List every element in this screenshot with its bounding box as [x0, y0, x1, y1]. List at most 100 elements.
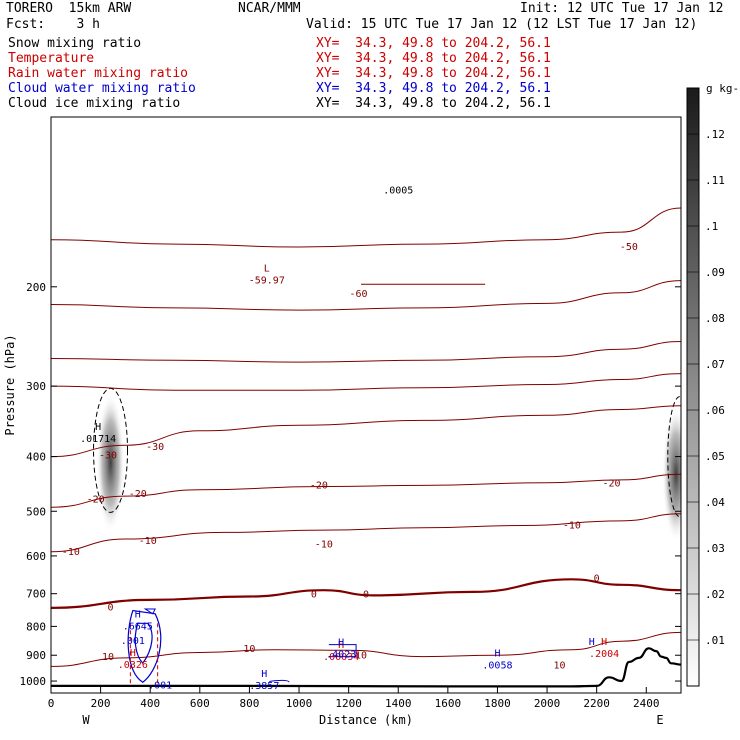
- extremum-type-6: H: [494, 649, 500, 660]
- colorbar-tick-label-2: .03: [705, 542, 725, 555]
- extremum-value-1: .01714: [80, 434, 116, 445]
- y-axis-title: Pressure (hPa): [3, 334, 17, 435]
- temperature-contour-label-9: -10: [563, 521, 581, 532]
- field-cloud-water-xy: XY= 34.3, 49.8 to 204.2, 56.1: [316, 81, 551, 96]
- colorbar-tick-label-8: .09: [705, 266, 725, 279]
- extremum-value-0: -59.97: [249, 276, 285, 287]
- x-tick-label-5: 1000: [286, 697, 313, 710]
- cloud-water-contour-top: [143, 608, 156, 615]
- rain-water-contour: [129, 623, 159, 685]
- temperature-contour-4: [51, 373, 681, 391]
- temperature-contour-label-14: 10: [102, 652, 114, 663]
- cloud-water-contour-outer: [127, 609, 162, 684]
- extremum-value-7: .3857: [249, 681, 279, 692]
- x-tick-label-4: 800: [239, 697, 259, 710]
- temperature-contour-label-8: -10: [315, 540, 333, 551]
- temperature-contour-label-4: -20: [310, 480, 328, 491]
- field-snow-label: Snow mixing ratio: [8, 36, 142, 51]
- extremum-value-5: .4023: [326, 650, 356, 661]
- extremum-type-3: H: [130, 648, 136, 659]
- y-tick-label-3: 500: [26, 505, 46, 518]
- extremum-value-4: .00034: [323, 652, 359, 663]
- center-title: NCAR/MMM: [238, 1, 301, 16]
- y-tick-label-7: 900: [26, 649, 46, 662]
- x-tick-label-10: 2000: [534, 697, 561, 710]
- colorbar: .01 .02 .03 .04 .05 .06 .07 .08 .09 .1 .11 .12: [686, 87, 725, 687]
- temperature-contour-label-17: 10: [553, 660, 565, 671]
- field-temperature-xy: XY= 34.3, 49.8 to 204.2, 56.1: [316, 51, 551, 66]
- snow-contour-label-0: .0005: [383, 186, 413, 197]
- y-tick-label-2: 400: [26, 451, 46, 464]
- temperature-contour-label-16: 10: [355, 651, 367, 662]
- cloud-water-contour-low: [269, 679, 290, 683]
- field-cloud-ice-label: Cloud ice mixing ratio: [8, 96, 181, 111]
- temperature-contour-9: [51, 631, 681, 667]
- y-tick-label-4: 600: [26, 550, 46, 563]
- x-tick-label-8: 1600: [435, 697, 462, 710]
- extremum-type-0: L: [264, 264, 270, 275]
- colorbar-tick-label-1: .02: [705, 588, 725, 601]
- colorbar-units: g kg-1: [706, 82, 740, 95]
- x-axis-title: Distance (km): [319, 713, 413, 727]
- terrain-line: [51, 647, 681, 688]
- x-tick-label-2: 400: [140, 697, 160, 710]
- temperature-contour-label-5: -20: [603, 478, 621, 489]
- field-temperature-label: Temperature: [8, 51, 95, 66]
- temperature-contour-6: [51, 473, 681, 508]
- field-rain-label: Rain water mixing ratio: [8, 66, 189, 81]
- colorbar-tick-label-9: .1: [705, 220, 718, 233]
- field-cloud-ice-xy: XY= 34.3, 49.8 to 204.2, 56.1: [316, 96, 551, 111]
- x-tick-label-1: 200: [91, 697, 111, 710]
- x-tick-label-12: 2400: [633, 697, 660, 710]
- temperature-contour-label-6: -10: [62, 547, 80, 558]
- extremum-value-3: .0326: [118, 660, 148, 671]
- colorbar-tick-label-11: .12: [705, 128, 725, 141]
- extremum-value-6: .0058: [482, 661, 512, 672]
- x-tick-label-3: 600: [190, 697, 210, 710]
- colorbar-tick-label-4: .05: [705, 450, 725, 463]
- x-axis-west-label: W: [82, 713, 90, 727]
- valid-time: Valid: 15 UTC Tue 17 Jan 12 (12 LST Tue …: [306, 17, 698, 32]
- x-tick-label-7: 1400: [385, 697, 412, 710]
- plot-frame: [50, 116, 682, 694]
- extremum-type-8: H: [601, 637, 607, 648]
- x-tick-label-0: 0: [48, 697, 55, 710]
- temperature-contour-label-1: -30: [146, 442, 164, 453]
- colorbar-tick-label-5: .06: [705, 404, 725, 417]
- temperature-contour-5: [51, 405, 681, 458]
- colorbar-tick-label-0: .01: [705, 634, 725, 647]
- colorbar-ramp: [686, 87, 700, 687]
- axes: 0 200 400 600 800 1000 1200 1400 1600 1800 2000 220…: [20, 281, 681, 710]
- field-snow-xy: XY= 34.3, 49.8 to 204.2, 56.1: [316, 36, 551, 51]
- extremum-type-1: H: [95, 422, 101, 433]
- field-cloud-water-label: Cloud water mixing ratio: [8, 81, 196, 96]
- temperature-contour-label-11: 0: [311, 590, 317, 601]
- forecast-hour: Fcst: 3 h: [6, 17, 100, 32]
- temperature-contour-8: [51, 578, 681, 609]
- extremum-type-9: H: [589, 637, 595, 648]
- plot-area: -30 -30 -20 -20 -20 -20 -10 -10 -10 -10 0 0 0 0 10 10 10…: [51, 186, 681, 692]
- y-tick-label-5: 700: [26, 588, 46, 601]
- x-tick-label-9: 1800: [484, 697, 511, 710]
- y-tick-label-1: 300: [26, 380, 46, 393]
- colorbar-tick-label-10: .11: [705, 174, 725, 187]
- extremum-type-7: H: [261, 669, 267, 680]
- cloud-water-label-1: .001: [148, 680, 172, 691]
- x-axis-east-label: E: [656, 713, 663, 727]
- temperature-contour-label-3: -20: [129, 489, 147, 500]
- temperature-contour-label-10: 0: [108, 602, 114, 613]
- cloud-water-contour-inner: [134, 622, 153, 665]
- temperature-contour-label-19: -50: [620, 242, 638, 253]
- extremum-value-2: .6645: [123, 622, 153, 633]
- temperature-contour-3: [51, 341, 681, 363]
- colorbar-tick-label-3: .04: [705, 496, 725, 509]
- temperature-contour-2: [51, 280, 681, 311]
- x-tick-label-11: 2200: [583, 697, 610, 710]
- temperature-contour-label-15: 10: [243, 644, 255, 655]
- temperature-contour-label-7: -10: [139, 536, 157, 547]
- extremum-type-2: H: [135, 610, 141, 621]
- extremum-type-5: H: [338, 638, 344, 649]
- y-tick-label-0: 200: [26, 281, 46, 294]
- init-time: Init: 12 UTC Tue 17 Jan 12: [520, 1, 724, 16]
